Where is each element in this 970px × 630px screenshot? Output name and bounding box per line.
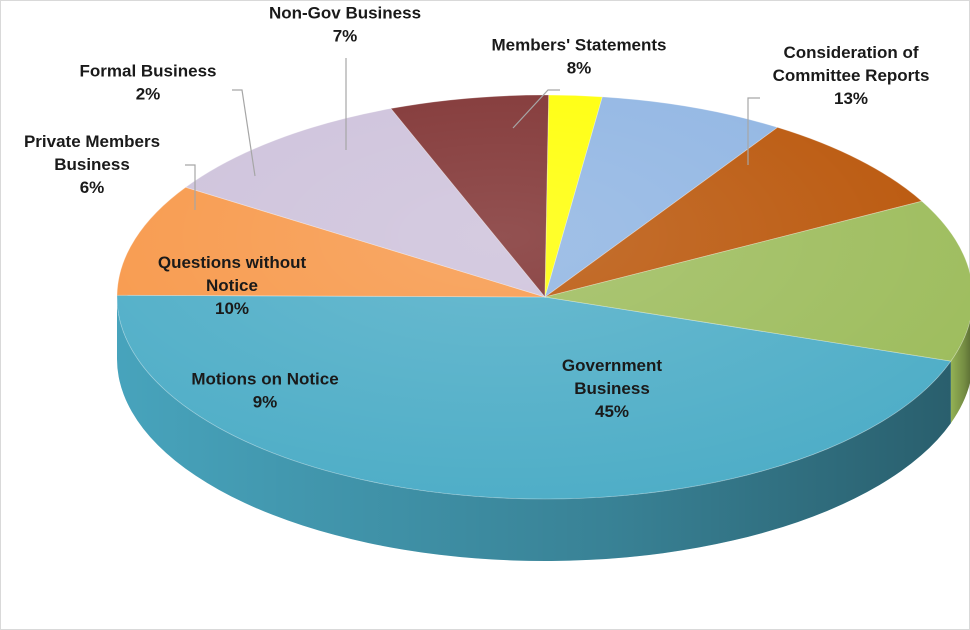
- slice-label: Committee Reports: [773, 66, 930, 85]
- slice-label: Motions on Notice: [191, 370, 338, 389]
- slice-value: 7%: [333, 27, 358, 46]
- slice-value: 13%: [834, 89, 868, 108]
- slice-side-shade: [950, 320, 970, 424]
- leader-line-formal-business: [232, 89, 256, 177]
- data-label-government-business: Government Business 45%: [562, 356, 662, 421]
- slice-label: Non-Gov Business: [269, 4, 421, 23]
- slice-side-shade: [117, 297, 951, 561]
- slice-value: 2%: [136, 85, 161, 104]
- data-label-private-members-business: Private Members Business 6%: [24, 132, 160, 197]
- slice-label: Private Members: [24, 132, 160, 151]
- slice-label: Business: [574, 379, 650, 398]
- slice-value: 8%: [567, 59, 592, 78]
- data-label-members-statements: Members' Statements 8%: [491, 36, 666, 78]
- pie-top-highlight: [117, 95, 970, 499]
- slice-label: Consideration of: [783, 43, 918, 62]
- leader-line-consideration-of-committee-reports: [747, 97, 760, 165]
- data-label-non-gov-business: Non-Gov Business 7%: [269, 4, 421, 46]
- slice-value: 6%: [80, 178, 105, 197]
- leader-line-private-members-business: [185, 164, 196, 210]
- slice-label: Business: [54, 155, 130, 174]
- slice-value: 45%: [595, 402, 629, 421]
- slice-label: Formal Business: [80, 62, 217, 81]
- slice-label: Questions without: [158, 253, 307, 272]
- slice-value: 9%: [253, 393, 278, 412]
- data-label-consideration-of-committee-reports: Consideration of Committee Reports 13%: [773, 43, 930, 108]
- data-label-formal-business: Formal Business 2%: [80, 62, 217, 104]
- slice-label: Notice: [206, 276, 258, 295]
- data-label-questions-without-notice: Questions without Notice 10%: [158, 253, 307, 318]
- leader-line-members-statements: [512, 89, 560, 129]
- data-label-motions-on-notice: Motions on Notice 9%: [191, 370, 338, 412]
- slice-label: Government: [562, 356, 662, 375]
- slice-value: 10%: [215, 299, 249, 318]
- slice-label: Members' Statements: [491, 36, 666, 55]
